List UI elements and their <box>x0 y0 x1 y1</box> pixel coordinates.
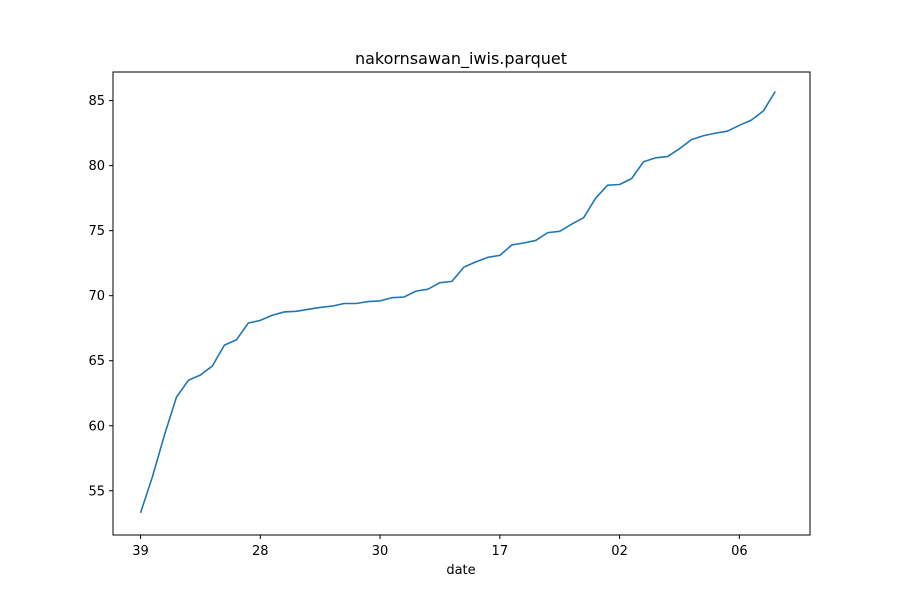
series-line-0 <box>139 91 776 514</box>
x-axis-label: date <box>446 563 475 578</box>
x-tick-label: 06 <box>731 544 748 559</box>
x-tick-label: 39 <box>132 544 149 559</box>
y-tick-label: 85 <box>88 94 105 109</box>
x-tick-label: 02 <box>611 544 628 559</box>
y-tick-label: 65 <box>88 354 105 369</box>
x-tick-label: 28 <box>252 544 269 559</box>
y-tick-label: 60 <box>88 419 105 434</box>
x-tick-label: 30 <box>372 544 389 559</box>
y-tick-label: 70 <box>88 289 105 304</box>
x-tick-label: 17 <box>492 544 509 559</box>
plot-area: 55 60 65 70 75 80 85 39 28 30 17 02 06 <box>88 71 811 559</box>
plot-frame <box>112 71 811 536</box>
y-tick-label: 55 <box>88 484 105 499</box>
y-tick-label: 80 <box>88 159 105 174</box>
chart-title: nakornsawan_iwis.parquet <box>355 49 567 69</box>
y-tick-label: 75 <box>88 224 105 239</box>
